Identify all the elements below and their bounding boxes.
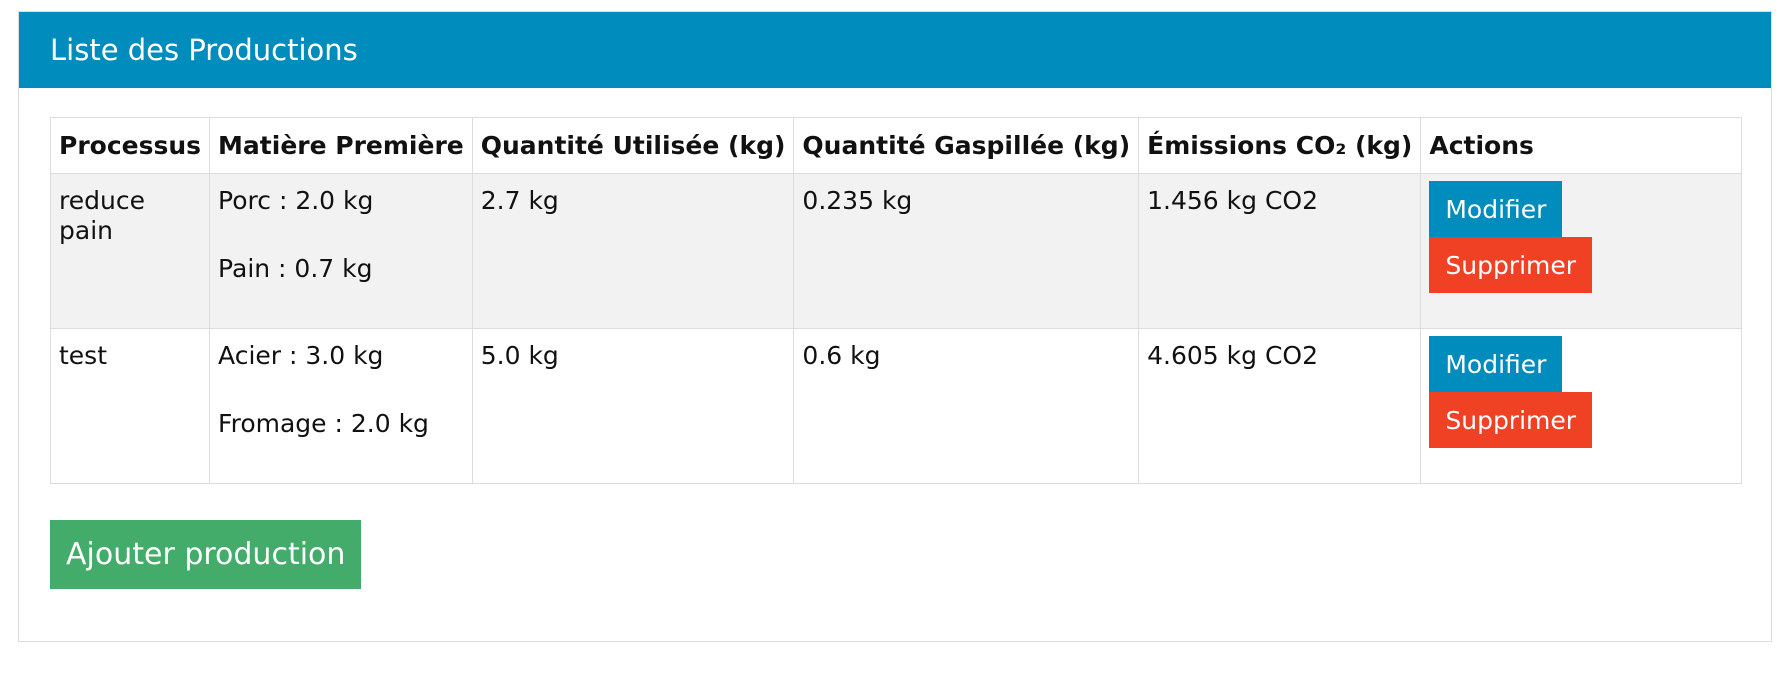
- cell-matieres: Porc : 2.0 kg Pain : 0.7 kg: [209, 173, 473, 329]
- cell-processus: reduce pain: [49, 173, 211, 329]
- column-header-quantite-gaspillee: Quantité Gaspillée (kg): [793, 117, 1140, 174]
- panel-header: Liste des Productions: [19, 12, 1771, 88]
- table-row: reduce pain Porc : 2.0 kg Pain : 0.7 kg …: [49, 173, 1742, 329]
- cell-actions: ModifierSupprimer: [1420, 328, 1742, 484]
- column-header-matiere: Matière Première: [209, 117, 473, 174]
- material-item: Porc : 2.0 kg: [218, 186, 374, 215]
- modifier-button[interactable]: Modifier: [1429, 181, 1563, 237]
- cell-emissions: 4.605 kg CO2: [1138, 328, 1422, 484]
- material-item: Acier : 3.0 kg: [218, 341, 384, 370]
- supprimer-button[interactable]: Supprimer: [1429, 392, 1593, 448]
- column-header-actions: Actions: [1420, 117, 1742, 174]
- column-header-processus: Processus: [49, 117, 211, 174]
- table-row: test Acier : 3.0 kg Fromage : 2.0 kg 5.0…: [49, 328, 1742, 484]
- modifier-button[interactable]: Modifier: [1429, 336, 1563, 392]
- productions-table: Processus Matière Première Quantité Util…: [49, 117, 1742, 484]
- material-item: Pain : 0.7 kg: [218, 254, 373, 283]
- panel-title: Liste des Productions: [50, 33, 358, 67]
- column-header-quantite-utilisee: Quantité Utilisée (kg): [471, 117, 795, 174]
- cell-quantite-gaspillee: 0.6 kg: [793, 328, 1140, 484]
- supprimer-button[interactable]: Supprimer: [1429, 237, 1593, 293]
- cell-emissions: 1.456 kg CO2: [1138, 173, 1422, 329]
- productions-panel: Liste des Productions Processus Matière …: [18, 11, 1772, 642]
- table-header-row: Processus Matière Première Quantité Util…: [49, 117, 1742, 174]
- panel-body: Processus Matière Première Quantité Util…: [19, 88, 1771, 589]
- column-header-emissions: Émissions CO₂ (kg): [1138, 117, 1422, 174]
- cell-matieres: Acier : 3.0 kg Fromage : 2.0 kg: [209, 328, 473, 484]
- cell-quantite-gaspillee: 0.235 kg: [793, 173, 1140, 329]
- cell-actions: ModifierSupprimer: [1420, 173, 1742, 329]
- ajouter-production-button[interactable]: Ajouter production: [50, 520, 362, 589]
- cell-quantite-utilisee: 2.7 kg: [471, 173, 795, 329]
- cell-processus: test: [49, 328, 211, 484]
- cell-quantite-utilisee: 5.0 kg: [471, 328, 795, 484]
- material-item: Fromage : 2.0 kg: [218, 409, 429, 438]
